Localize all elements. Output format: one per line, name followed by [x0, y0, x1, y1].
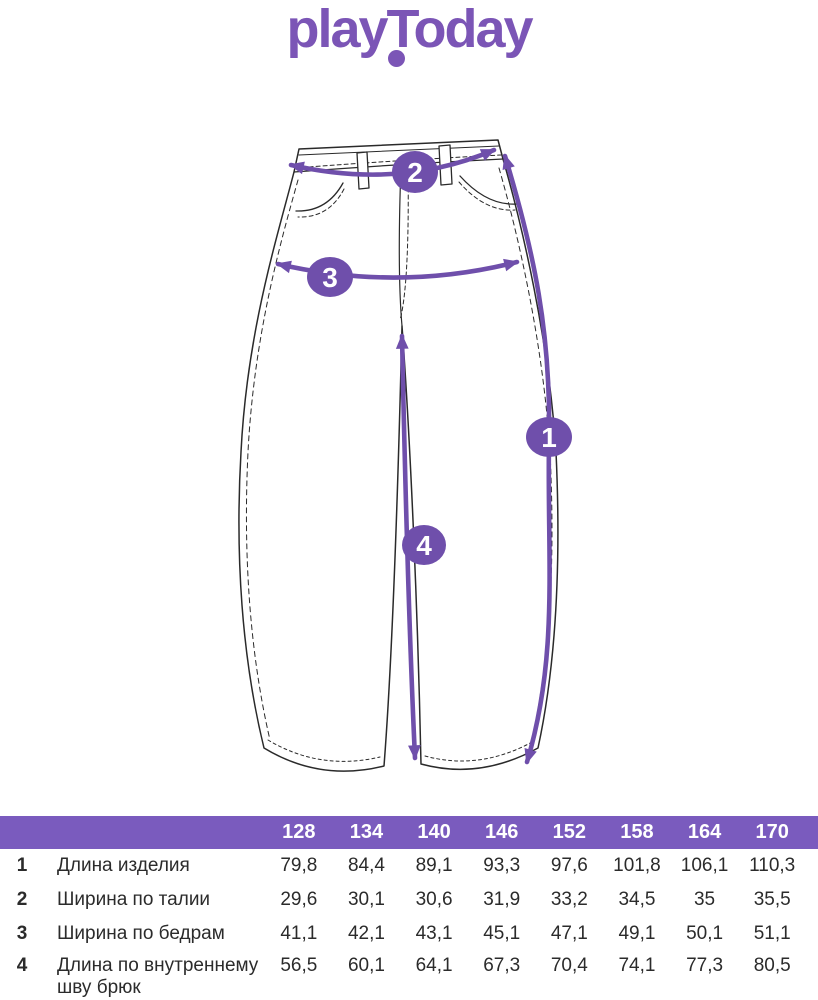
size-column-header: 146: [485, 821, 519, 843]
belt-loop-left: [356, 151, 370, 190]
measurement-value: 101,8: [613, 855, 661, 876]
callout-3-badge: [307, 257, 353, 297]
pants-measurement-diagram: 1 2 3 4: [238, 139, 572, 772]
left-pocket-stitch-dashed: [297, 188, 345, 218]
measurement-label: Длина по внутреннему шву брюк: [57, 955, 259, 998]
measurement-value: 49,1: [618, 923, 656, 944]
measurement-label: Ширина по бедрам: [57, 923, 225, 944]
right-hem-stitch-dashed: [424, 740, 535, 762]
row-number: 4: [16, 955, 28, 976]
row-number: 3: [16, 923, 28, 944]
row-number: 2: [16, 889, 28, 910]
measurement-value: 29,6: [280, 889, 318, 910]
measurement-value: 35,5: [753, 889, 791, 910]
callout-3-label: 3: [322, 262, 338, 293]
measurement-label: Длина изделия: [57, 855, 190, 876]
measurement-label: Ширина по талии: [57, 889, 211, 910]
left-hem-stitch-dashed: [267, 739, 381, 762]
size-table-header: 128 134 140 146 152 158 164 170: [0, 816, 818, 849]
measurement-value: 106,1: [680, 855, 729, 876]
callout-4-badge: [402, 525, 446, 565]
size-column-header: 170: [755, 821, 789, 843]
size-column-header: 152: [552, 821, 586, 843]
row-number: 1: [16, 855, 28, 876]
table-row: 1 Длина изделия 79,8 84,4 89,1 93,3 97,6…: [0, 849, 818, 883]
measurement-value: 31,9: [483, 889, 521, 910]
callout-1-label: 1: [541, 422, 557, 453]
measurement-value: 67,3: [483, 955, 521, 976]
measurement-value: 79,8: [280, 855, 318, 876]
left-pocket-opening: [295, 182, 344, 212]
measurement-value: 110,3: [749, 855, 796, 876]
size-column-header: 140: [417, 821, 451, 843]
measurement-value: 93,3: [483, 855, 521, 876]
table-row: 3 Ширина по бедрам 41,1 42,1 43,1 45,1 4…: [0, 917, 818, 951]
callout-4-label: 4: [416, 530, 432, 561]
measurement-value: 80,5: [753, 955, 791, 976]
brand-logo-text: playToday: [286, 0, 533, 59]
logo-y-dot-icon: [388, 50, 405, 67]
measurement-value: 45,1: [483, 923, 521, 944]
callout-2-badge: [392, 151, 438, 193]
measurement-value: 84,4: [347, 855, 385, 876]
measurement-value: 51,1: [753, 923, 791, 944]
measurement-value: 34,5: [618, 889, 656, 910]
measurement-value: 41,1: [280, 923, 318, 944]
measurement-value: 60,1: [347, 955, 385, 976]
table-row: 2 Ширина по талии 29,6 30,1 30,6 31,9 33…: [0, 883, 818, 917]
table-row: 4 Длина по внутреннему шву брюк 56,5 60,…: [0, 951, 818, 1000]
measurement-value: 56,5: [280, 955, 318, 976]
measurement-value: 50,1: [686, 923, 724, 944]
measurement-value: 70,4: [550, 955, 588, 976]
pants-silhouette: [238, 139, 559, 772]
measurement-value: 77,3: [686, 955, 724, 976]
measurement-value: 42,1: [347, 923, 385, 944]
left-outer-seam-dashed: [245, 179, 299, 741]
measurement-value: 33,2: [550, 889, 588, 910]
measurement-value: 35: [693, 889, 716, 910]
size-table: 128 134 140 146 152 158 164 170 1 Длина …: [0, 816, 818, 1000]
measurement-value: 74,1: [618, 955, 656, 976]
measurement-value: 30,6: [415, 889, 453, 910]
measurement-value: 89,1: [415, 855, 453, 876]
size-column-header: 128: [282, 821, 316, 843]
measurement-value: 30,1: [347, 889, 385, 910]
callout-2-label: 2: [407, 157, 423, 188]
measure-line-hips: [275, 258, 520, 280]
size-column-header: 164: [687, 821, 722, 843]
size-column-header: 158: [620, 821, 654, 843]
callout-1-badge: [526, 417, 572, 457]
size-column-header: 134: [349, 821, 384, 843]
measurement-value: 97,6: [550, 855, 588, 876]
measurement-value: 47,1: [550, 923, 588, 944]
measurement-value: 43,1: [415, 923, 453, 944]
measurement-value: 64,1: [415, 955, 453, 976]
brand-logo: playToday: [0, 0, 818, 90]
